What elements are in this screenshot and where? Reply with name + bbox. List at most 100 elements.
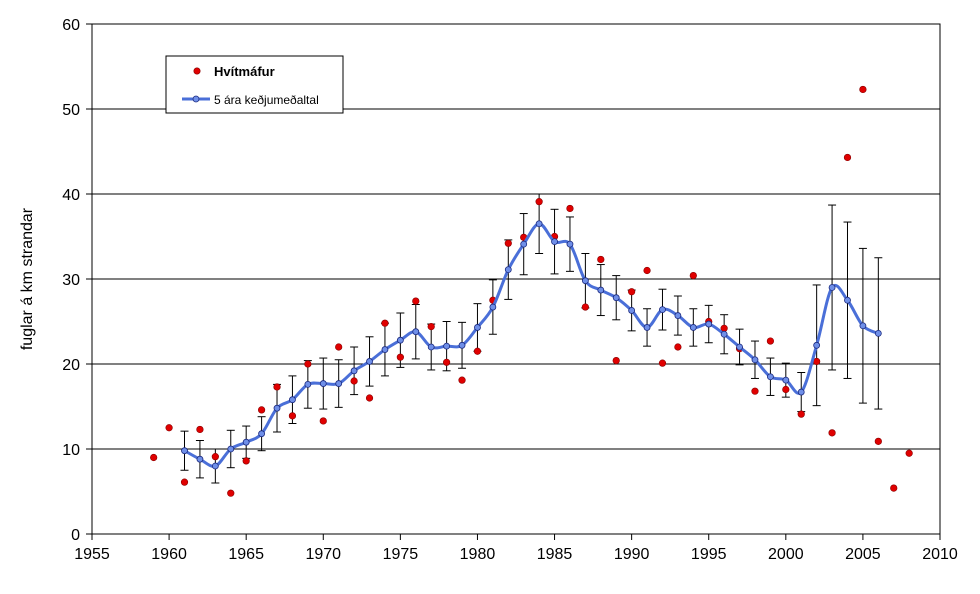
x-tick-label: 1995	[691, 546, 727, 563]
moving-average-points	[181, 220, 882, 470]
data-point-moving-average	[458, 341, 466, 349]
data-point-moving-average	[643, 324, 651, 331]
data-point-hvitmafur	[304, 360, 312, 368]
data-point-hvitmafur	[874, 437, 882, 445]
y-tick-label: 30	[62, 272, 80, 289]
data-point-moving-average	[520, 240, 528, 248]
data-point-moving-average	[767, 373, 774, 381]
x-tick-label: 1985	[537, 546, 573, 563]
data-point-moving-average	[273, 404, 281, 412]
data-point-moving-average	[427, 343, 435, 351]
data-point-hvitmafur	[859, 85, 867, 94]
data-point-hvitmafur	[905, 449, 913, 457]
data-point-moving-average	[828, 284, 836, 291]
data-point-hvitmafur	[350, 377, 358, 385]
y-axis-label: fuglar á km strandar	[19, 207, 36, 350]
x-tick-label: 1965	[228, 546, 264, 563]
error-bars	[180, 193, 883, 484]
data-point-moving-average	[566, 240, 574, 248]
data-point-hvitmafur	[597, 255, 605, 264]
data-point-moving-average	[304, 380, 312, 388]
data-point-moving-average	[782, 376, 790, 384]
data-point-moving-average	[674, 312, 682, 319]
y-tick-label: 50	[62, 102, 80, 119]
data-point-hvitmafur	[458, 376, 466, 384]
y-tick-label: 20	[62, 357, 80, 374]
data-point-hvitmafur	[473, 347, 482, 355]
hvitmafur-series	[150, 85, 913, 497]
data-point-hvitmafur	[412, 297, 420, 305]
data-point-moving-average	[612, 294, 620, 302]
data-point-hvitmafur	[566, 204, 574, 213]
y-tick-label: 40	[62, 187, 80, 204]
data-point-hvitmafur	[319, 417, 327, 425]
data-point-moving-average	[181, 447, 188, 455]
data-point-moving-average	[489, 303, 497, 311]
data-point-moving-average	[705, 320, 713, 328]
data-point-moving-average	[659, 306, 666, 314]
x-tick-label: 2005	[845, 546, 881, 563]
data-point-moving-average	[381, 346, 389, 353]
data-point-moving-average	[597, 286, 605, 294]
data-point-hvitmafur	[581, 303, 589, 311]
data-point-hvitmafur	[504, 239, 512, 247]
data-point-moving-average	[581, 277, 589, 285]
x-tick-label: 1975	[383, 546, 419, 563]
data-point-moving-average	[720, 330, 728, 338]
data-point-hvitmafur	[643, 266, 651, 275]
data-point-moving-average	[813, 341, 821, 349]
data-point-moving-average	[366, 358, 373, 365]
data-point-hvitmafur	[196, 425, 204, 434]
data-point-hvitmafur	[335, 343, 343, 351]
data-point-moving-average	[797, 388, 805, 396]
data-point-hvitmafur	[165, 424, 173, 432]
data-point-moving-average	[350, 367, 358, 375]
data-point-moving-average	[689, 324, 697, 331]
data-point-hvitmafur	[751, 387, 759, 395]
data-point-hvitmafur	[273, 383, 281, 391]
data-point-hvitmafur	[427, 323, 435, 331]
legend-label-moving-average: 5 ára keðjumeðaltal	[214, 93, 319, 107]
data-point-hvitmafur	[612, 357, 620, 365]
data-point-hvitmafur	[689, 272, 697, 280]
data-point-hvitmafur	[150, 453, 158, 462]
y-tick-label: 60	[62, 17, 80, 34]
y-tick-label: 10	[62, 442, 80, 459]
data-point-moving-average	[289, 396, 296, 404]
legend-box	[165, 55, 344, 114]
data-point-moving-average	[844, 296, 851, 304]
moving-average-line	[183, 222, 879, 468]
data-point-hvitmafur	[396, 353, 404, 361]
legend: Hvítmáfur 5 ára keðjumeðaltal	[165, 55, 344, 114]
data-point-hvitmafur	[843, 153, 852, 162]
data-point-moving-average	[211, 462, 219, 470]
data-point-moving-average	[412, 328, 420, 336]
data-point-moving-average	[736, 343, 743, 351]
data-point-hvitmafur	[797, 410, 805, 418]
data-point-moving-average	[535, 220, 543, 228]
data-point-moving-average	[474, 324, 481, 331]
data-point-hvitmafur	[258, 406, 266, 414]
data-point-hvitmafur	[782, 385, 790, 394]
data-point-moving-average	[504, 266, 512, 274]
legend-marker-average-point	[192, 95, 200, 103]
data-point-moving-average	[258, 430, 266, 438]
x-tick-label: 1955	[74, 546, 110, 563]
y-axis: 0 10 20 30 40 50 60	[62, 17, 92, 544]
x-tick-label: 2010	[922, 546, 958, 563]
data-point-moving-average	[874, 329, 882, 337]
data-point-moving-average	[551, 238, 558, 246]
data-point-moving-average	[859, 322, 867, 330]
x-tick-label: 1990	[614, 546, 650, 563]
data-point-moving-average	[242, 438, 250, 446]
data-point-hvitmafur	[180, 478, 189, 486]
data-point-moving-average	[396, 336, 404, 344]
data-point-hvitmafur	[288, 412, 297, 420]
legend-label-hvitmafur: Hvítmáfur	[214, 64, 275, 79]
x-axis: 1955 1960 1965 1970 1975 1980 1985 1990 1995 2000…	[74, 534, 958, 563]
data-point-hvitmafur	[674, 343, 682, 351]
data-point-hvitmafur	[381, 319, 389, 327]
x-tick-label: 1960	[151, 546, 187, 563]
data-point-moving-average	[227, 445, 235, 453]
